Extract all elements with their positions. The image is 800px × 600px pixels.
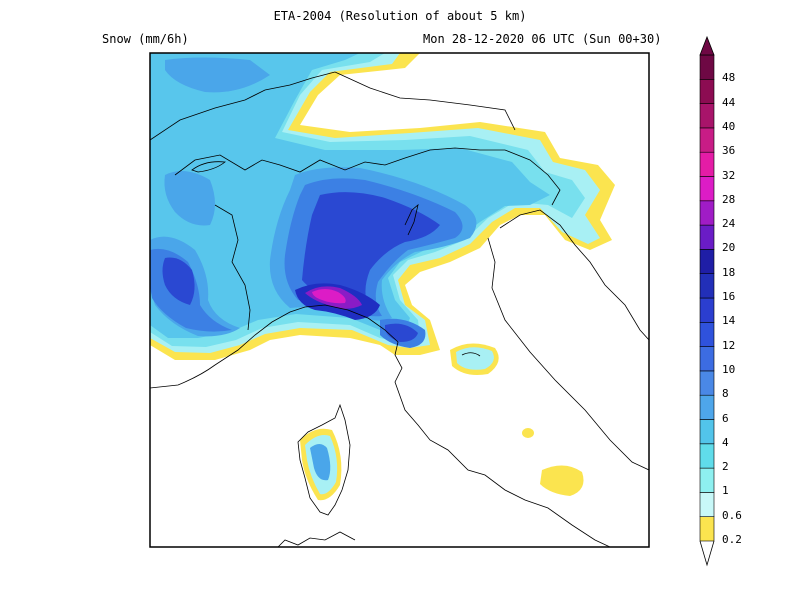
field-level-6-corsica: [310, 444, 331, 481]
border-france: [214, 204, 251, 331]
colorbar-box-32: [699, 151, 715, 177]
colorbar-box-4: [699, 419, 715, 445]
border-swiss-north: [150, 71, 336, 141]
field-level-0-2-spot: [522, 428, 534, 438]
field-level-6: [165, 57, 270, 93]
field-level-12: [302, 192, 440, 306]
colorbar-label: 36: [722, 144, 736, 158]
colorbar-box-6: [699, 394, 715, 420]
colorbar-label: 44: [722, 95, 736, 109]
colorbar-label: 48: [722, 71, 736, 85]
colorbar-box-18: [699, 249, 715, 274]
colorbar-label: 32: [722, 168, 736, 182]
colorbar-label: 2: [722, 460, 729, 474]
colorbar-label: 18: [722, 265, 736, 279]
colorbar-box-12: [699, 321, 715, 347]
colorbar-box-0-6: [699, 492, 715, 517]
colorbar-label: 1: [722, 484, 729, 498]
colorbar-label: 8: [722, 387, 729, 401]
coastline-ligurian: [150, 304, 611, 547]
colorbar-box-28: [699, 176, 715, 202]
valid-time-label: Mon 28-12-2020 06 UTC (Sun 00+30): [423, 32, 662, 46]
colorbar-box-36: [699, 127, 715, 153]
colorbar-bottom-arrow: [699, 540, 715, 567]
colorbar-box-14: [699, 297, 715, 323]
coastline-sardinia: [277, 531, 356, 547]
field-level-28: [312, 289, 346, 304]
colorbar-box-8: [699, 370, 715, 396]
colorbar-box-10: [699, 346, 715, 372]
variable-label: Snow (mm/6h): [102, 32, 189, 46]
colorbar-box-24: [699, 200, 715, 226]
coastline-corsica: [297, 403, 351, 516]
field-level-6-alps: [164, 171, 215, 226]
colorbar-boxes: [699, 54, 715, 542]
colorbar-label: 4: [722, 435, 729, 449]
colorbar-box-20: [699, 224, 715, 250]
colorbar-label: 14: [722, 314, 736, 328]
field-level-12-west: [162, 257, 195, 305]
border-austria: [334, 71, 516, 131]
colorbar-label: 6: [722, 411, 729, 425]
coastline-istria: [499, 209, 649, 341]
border-alps: [174, 147, 561, 206]
colorbar-top-arrow: [699, 35, 715, 56]
colorbar-label: 12: [722, 338, 736, 352]
lake-geneva: [191, 161, 227, 173]
colorbar-label: 28: [722, 192, 736, 206]
colorbar-box-16: [699, 273, 715, 299]
field-level-1-elba: [456, 347, 494, 370]
colorbar-box-0-2: [699, 516, 715, 542]
colorbar-box-2: [699, 443, 715, 469]
field-level-0-2-south: [540, 465, 584, 496]
precipitation-field: [150, 53, 615, 501]
colorbar-box-40: [699, 103, 715, 129]
colorbar-box-1: [699, 467, 715, 493]
colorbar-label: 16: [722, 290, 736, 303]
coastline-adriatic: [487, 237, 649, 471]
colorbar-label: 0.6: [722, 508, 742, 522]
colorbar-box-44: [699, 79, 715, 104]
colorbar-label: 40: [722, 119, 736, 133]
lake-garda: [404, 203, 419, 236]
coastlines: [150, 71, 649, 547]
colorbar-label: 20: [722, 241, 736, 255]
colorbar-label: 10: [722, 362, 736, 376]
colorbar-label: 0.2: [722, 533, 742, 546]
colorbar-label: 24: [722, 217, 736, 231]
colorbar-box-48: [699, 54, 715, 80]
coastline-elba: [461, 352, 481, 357]
map-title: ETA-2004 (Resolution of about 5 km): [273, 9, 527, 23]
map-frame: [149, 52, 650, 548]
